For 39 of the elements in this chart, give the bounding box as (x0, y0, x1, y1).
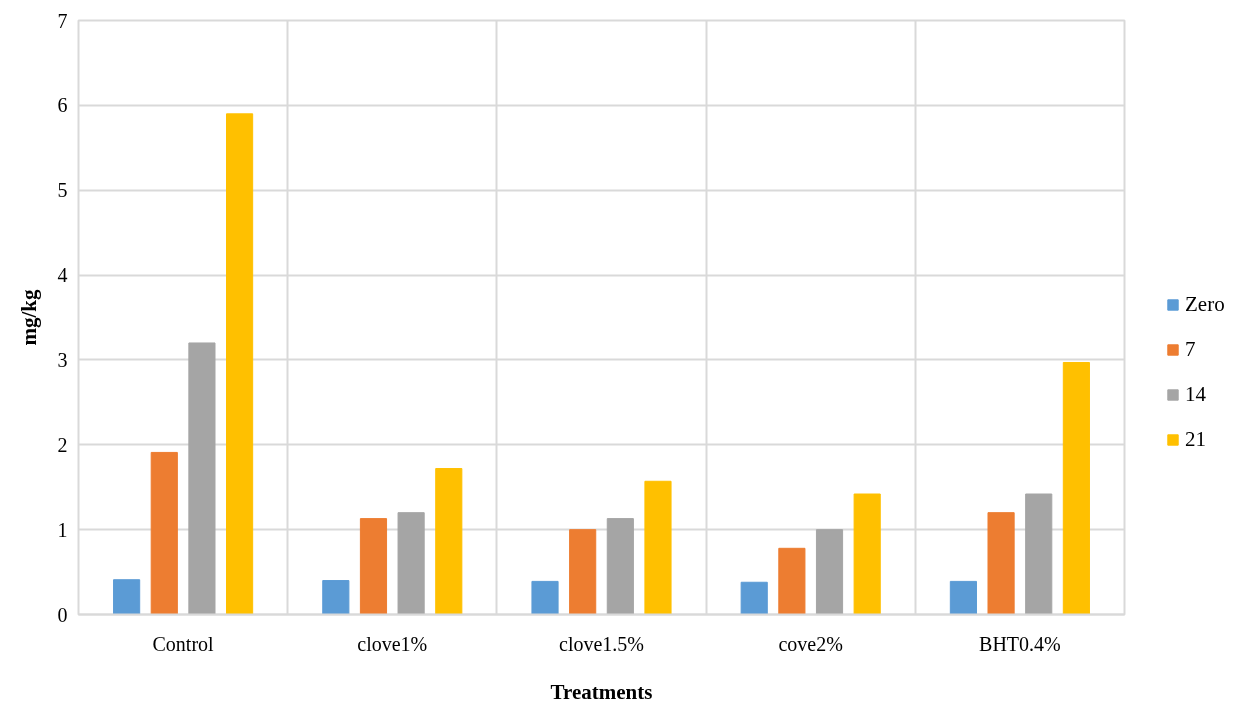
legend-label: 14 (1185, 382, 1206, 407)
bar (531, 580, 559, 615)
bar (853, 493, 881, 615)
bar (113, 579, 141, 615)
y-tick-label: 3 (57, 348, 68, 371)
bar (569, 529, 597, 615)
legend-label: Zero (1185, 292, 1225, 317)
bar (322, 580, 350, 615)
y-tick-label: 2 (57, 433, 68, 456)
bar (1062, 361, 1090, 615)
bar (644, 480, 672, 615)
x-tick-label: Control (152, 632, 215, 655)
bar (435, 468, 463, 615)
x-tick-label: clove1% (357, 632, 428, 655)
legend-label: 7 (1185, 337, 1197, 362)
x-axis-title: Treatments (550, 679, 653, 704)
bar (188, 342, 216, 615)
bar (815, 529, 844, 615)
y-tick-label: 4 (57, 264, 68, 287)
x-tick-label: BHT0.4% (979, 632, 1061, 655)
y-tick-label: 0 (57, 603, 68, 626)
y-tick-label: 5 (57, 179, 68, 202)
bar (1025, 493, 1053, 615)
legend-label: 21 (1185, 427, 1206, 452)
y-tick-label: 1 (57, 518, 68, 541)
x-tick-label: cove2% (778, 632, 843, 655)
bar (740, 581, 768, 615)
bar (359, 518, 388, 615)
y-axis-title: mg/kg (16, 289, 41, 346)
y-tick-label: 6 (57, 94, 68, 117)
y-tick-label: 7 (57, 9, 68, 32)
bar (150, 451, 178, 615)
x-tick-label: clove1.5% (559, 632, 644, 655)
bar (397, 512, 425, 615)
bar (226, 113, 254, 615)
bar (949, 580, 977, 615)
bar (987, 512, 1015, 615)
bar (606, 518, 634, 615)
bar (778, 547, 806, 615)
